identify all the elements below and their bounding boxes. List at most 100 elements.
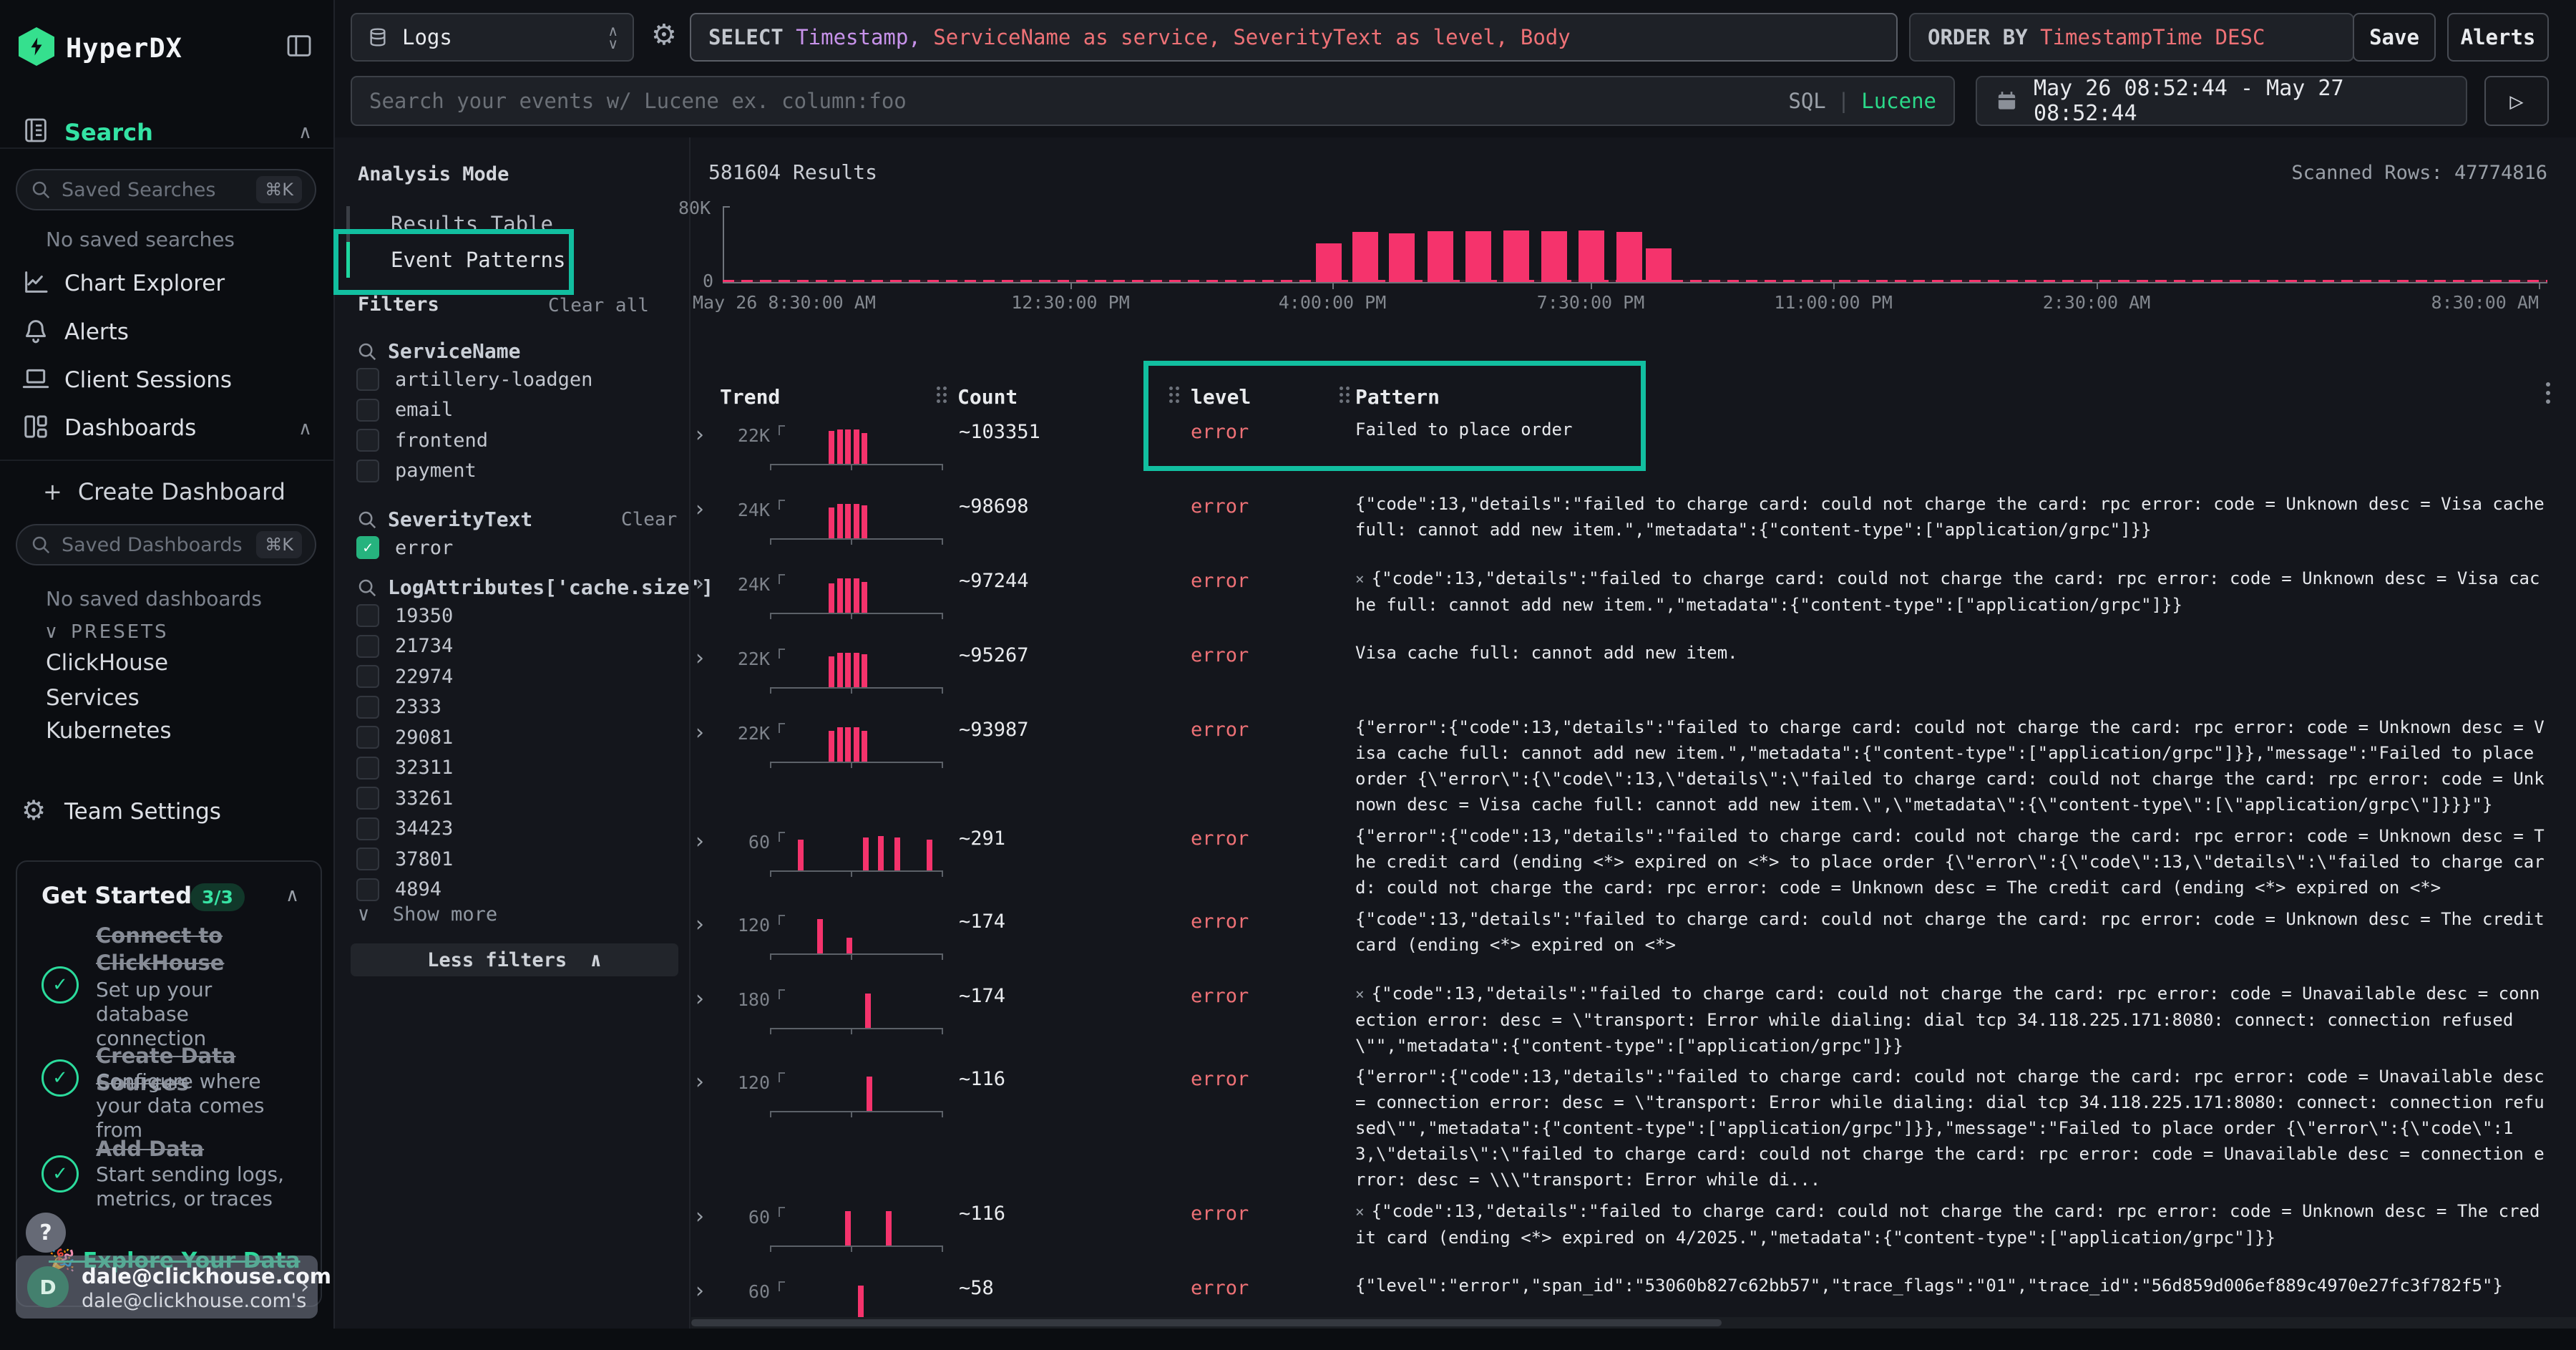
sidebar-item-team-settings[interactable]: Team Settings <box>64 799 221 825</box>
chevron-up-icon[interactable]: ∧ <box>286 885 299 906</box>
order-by-input[interactable]: ORDER BY TimestampTime DESC <box>1909 13 2354 62</box>
pattern-text[interactable]: Visa cache full: cannot add new item. <box>1355 640 2547 666</box>
preset-clickhouse[interactable]: ClickHouse <box>46 650 168 676</box>
create-dashboard-button[interactable]: +Create Dashboard <box>43 478 286 505</box>
horizontal-scrollbar[interactable] <box>691 1317 2576 1329</box>
preset-services[interactable]: Services <box>46 685 140 711</box>
filter-option[interactable]: artillery-loadgen <box>356 368 592 391</box>
get-started-title: Get Started <box>42 882 192 909</box>
pattern-count: ~291 <box>959 827 1005 850</box>
avatar: D <box>27 1266 69 1308</box>
saved-dashboards-input[interactable]: Saved Dashboards ⌘K <box>16 524 316 565</box>
pattern-row[interactable]: ›60~58error{"level":"error","span_id":"5… <box>333 1276 2576 1350</box>
histogram-bar[interactable] <box>1428 231 1453 282</box>
expand-row-icon[interactable]: › <box>696 829 704 854</box>
pattern-row[interactable]: ›120~116error{"error":{"code":13,"detail… <box>333 1067 2576 1201</box>
column-header-count[interactable]: Count <box>957 385 1018 409</box>
pattern-text[interactable]: ×{"code":13,"details":"failed to charge … <box>1355 981 2547 1059</box>
pattern-text[interactable]: {"error":{"code":13,"details":"failed to… <box>1355 823 2547 900</box>
expand-row-icon[interactable]: › <box>696 1204 704 1229</box>
pattern-text[interactable]: {"code":13,"details":"failed to charge c… <box>1355 906 2547 958</box>
histogram-bar[interactable] <box>1646 248 1672 282</box>
patterns-table-body: ›22K~103351errorFailed to place order›24… <box>333 419 2576 1350</box>
column-header-trend[interactable]: Trend <box>720 385 780 409</box>
pattern-text[interactable]: {"error":{"code":13,"details":"failed to… <box>1355 1064 2547 1193</box>
expand-row-icon[interactable]: › <box>696 497 704 522</box>
expand-row-icon[interactable]: › <box>696 571 704 596</box>
histogram-bar[interactable] <box>1465 231 1491 282</box>
pattern-row[interactable]: ›60~116error×{"code":13,"details":"faile… <box>333 1201 2576 1276</box>
pattern-row[interactable]: ›22K~95267errorVisa cache full: cannot a… <box>333 643 2576 717</box>
sidebar-item-search[interactable]: Search <box>64 119 153 146</box>
pattern-text[interactable]: {"level":"error","span_id":"53060b827c62… <box>1355 1273 2547 1298</box>
pattern-text[interactable]: {"code":13,"details":"failed to charge c… <box>1355 491 2547 543</box>
run-query-button[interactable]: ▷ <box>2484 76 2549 126</box>
chevron-up-icon[interactable]: ∧ <box>298 122 312 143</box>
pattern-row[interactable]: ›22K~93987error{"error":{"code":13,"deta… <box>333 717 2576 826</box>
saved-searches-input[interactable]: Saved Searches ⌘K <box>16 169 316 210</box>
sparkline-bar <box>829 656 834 687</box>
histogram-bar[interactable] <box>1389 233 1415 282</box>
histogram-bar[interactable] <box>1316 243 1342 282</box>
drag-handle-icon[interactable] <box>937 387 941 404</box>
expand-row-icon[interactable]: › <box>696 1069 704 1094</box>
expand-row-icon[interactable]: › <box>696 1278 704 1303</box>
pattern-row[interactable]: ›24K~98698error{"code":13,"details":"fai… <box>333 494 2576 568</box>
sql-select-input[interactable]: SELECT Timestamp, ServiceName as service… <box>690 13 1898 62</box>
pattern-level: error <box>1191 1068 1249 1090</box>
dismiss-icon[interactable]: × <box>1355 570 1365 588</box>
sparkline-scale-label: 120 <box>706 1072 770 1093</box>
histogram-bar[interactable] <box>1503 230 1529 282</box>
sparkline-bar <box>837 504 843 538</box>
preset-kubernetes[interactable]: Kubernetes <box>46 718 171 744</box>
sparkline-scale-label: 60 <box>706 1281 770 1302</box>
check-circle-icon: ✓ <box>42 966 79 1004</box>
table-menu-icon[interactable] <box>2546 382 2550 411</box>
histogram-bar[interactable] <box>1352 232 1378 282</box>
pattern-text[interactable]: ×{"code":13,"details":"failed to charge … <box>1355 565 2547 618</box>
expand-row-icon[interactable]: › <box>696 422 704 447</box>
sidebar: HyperDX Search ∧ Saved Searches ⌘K No sa… <box>0 0 335 1329</box>
sparkline-bar <box>867 1077 872 1111</box>
collapse-sidebar-icon[interactable] <box>285 31 313 60</box>
divider <box>0 460 333 461</box>
date-range-picker[interactable]: May 26 08:52:44 - May 27 08:52:44 <box>1976 76 2467 126</box>
scrollbar-thumb[interactable] <box>691 1319 1722 1326</box>
pattern-level: error <box>1191 570 1249 592</box>
source-settings-gear-icon[interactable]: ⚙ <box>651 19 677 52</box>
expand-row-icon[interactable]: › <box>696 720 704 745</box>
gear-icon: ⚙ <box>21 795 50 823</box>
pattern-level: error <box>1191 985 1249 1007</box>
histogram-bar[interactable] <box>1579 230 1604 282</box>
dismiss-icon[interactable]: × <box>1355 1203 1365 1220</box>
get-started-item-title: Connect to ClickHouse <box>96 922 301 976</box>
checkbox[interactable] <box>356 368 379 391</box>
dismiss-icon[interactable]: × <box>1355 986 1365 1003</box>
histogram-bar[interactable] <box>1541 231 1567 282</box>
pattern-count: ~97244 <box>959 570 1029 592</box>
sparkline-axis <box>770 762 943 763</box>
user-menu[interactable]: D dale@clickhouse.com dale@clickhouse.co… <box>16 1256 318 1319</box>
presets-toggle[interactable]: ∨PRESETS <box>44 621 169 643</box>
mode-lucene-toggle[interactable]: Lucene <box>1861 89 1936 113</box>
filter-option[interactable]: email <box>356 399 453 422</box>
pattern-row[interactable]: ›60~291error{"error":{"code":13,"details… <box>333 826 2576 909</box>
results-histogram[interactable]: 80K0May 26 8:30:00 AM12:30:00 PM4:00:00 … <box>333 137 2576 316</box>
pattern-row[interactable]: ›24K~97244error×{"code":13,"details":"fa… <box>333 568 2576 643</box>
checkbox[interactable] <box>356 399 379 422</box>
help-button[interactable]: ? <box>26 1213 66 1253</box>
expand-row-icon[interactable]: › <box>696 912 704 937</box>
expand-row-icon[interactable]: › <box>696 646 704 671</box>
pattern-text[interactable]: ×{"code":13,"details":"failed to charge … <box>1355 1198 2547 1251</box>
event-search-input[interactable]: Search your events w/ Lucene ex. column:… <box>351 76 1955 126</box>
y-axis-max-label: 80K <box>678 198 711 218</box>
pattern-row[interactable]: ›180~174error×{"code":13,"details":"fail… <box>333 984 2576 1067</box>
histogram-bar[interactable] <box>1616 232 1642 282</box>
alerts-button[interactable]: Alerts <box>2447 13 2549 62</box>
mode-sql-toggle[interactable]: SQL <box>1788 89 1825 113</box>
save-button[interactable]: Save <box>2353 13 2436 62</box>
pattern-row[interactable]: ›120~174error{"code":13,"details":"faile… <box>333 909 2576 984</box>
source-select[interactable]: Logs ∧∨ <box>351 13 634 62</box>
pattern-text[interactable]: {"error":{"code":13,"details":"failed to… <box>1355 714 2547 817</box>
expand-row-icon[interactable]: › <box>696 986 704 1011</box>
